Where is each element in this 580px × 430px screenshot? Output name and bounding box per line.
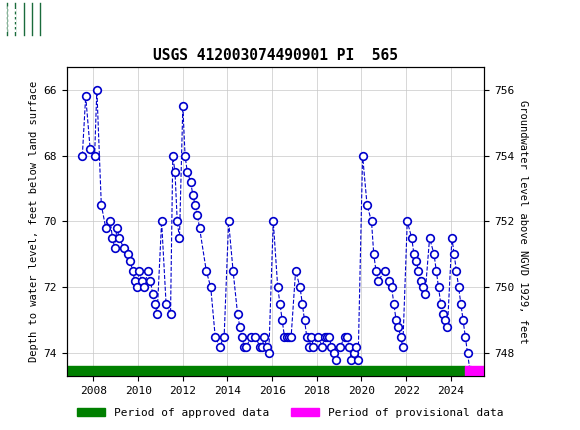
Bar [465, 366, 484, 376]
Legend: Period of approved data, Period of provisional data: Period of approved data, Period of provi… [72, 403, 508, 422]
Text: ▒: ▒ [3, 6, 16, 32]
Bar [3, 3, 45, 35]
Bar [67, 366, 465, 376]
Y-axis label: Depth to water level, feet below land surface: Depth to water level, feet below land su… [30, 81, 39, 362]
Title: USGS 412003074490901 PI  565: USGS 412003074490901 PI 565 [153, 48, 398, 63]
Text: USGS: USGS [35, 10, 78, 28]
Y-axis label: Groundwater level above NGVD 1929, feet: Groundwater level above NGVD 1929, feet [519, 100, 528, 343]
Bar [3, 3, 45, 35]
